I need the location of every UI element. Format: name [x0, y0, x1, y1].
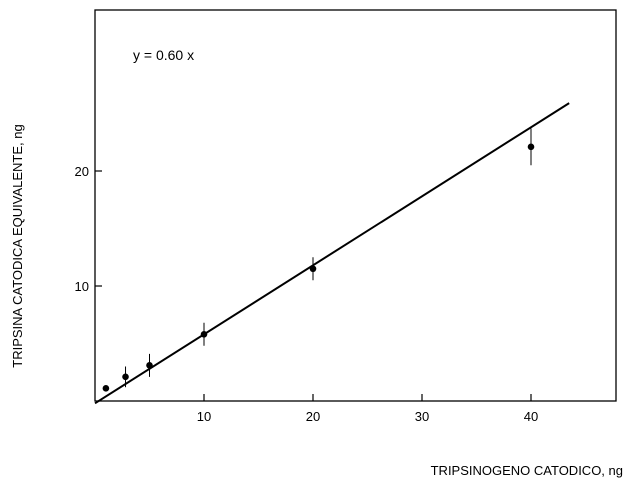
x-axis-ticks: 10 20 30 40	[197, 394, 538, 424]
data-point	[527, 143, 535, 151]
y-axis-title: TRIPSINA CATODICA EQUIVALENTE, ng	[10, 124, 25, 367]
x-axis-title: TRIPSINOGENO CATODICO, ng	[431, 463, 623, 478]
data-points	[102, 128, 535, 392]
data-point	[309, 265, 317, 273]
x-tick-label: 10	[197, 409, 211, 424]
y-tick-label: 10	[75, 279, 89, 294]
x-tick-label: 40	[524, 409, 538, 424]
y-tick-label: 20	[75, 164, 89, 179]
data-point	[146, 362, 153, 369]
x-tick-label: 20	[306, 409, 320, 424]
data-point	[122, 373, 129, 381]
data-point	[200, 331, 208, 338]
plot-frame	[94, 9, 617, 402]
data-point	[102, 385, 110, 392]
x-tick-label: 30	[415, 409, 429, 424]
equation-label: y = 0.60 x	[133, 47, 194, 63]
regression-line	[94, 102, 570, 405]
y-axis-ticks: 10 20	[75, 164, 102, 294]
